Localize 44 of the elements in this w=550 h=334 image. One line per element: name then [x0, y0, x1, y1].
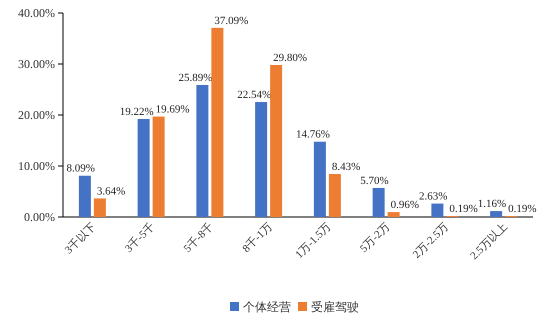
bar [211, 28, 224, 217]
data-label: 0.19% [449, 203, 478, 216]
bar [314, 142, 326, 217]
x-tick-label: 8千-1万 [240, 220, 275, 256]
x-tick-label: 2万-2.5万 [410, 220, 451, 261]
bar [94, 198, 106, 217]
data-label: 8.09% [66, 162, 95, 175]
y-tick-label: 40.00% [18, 6, 55, 20]
bar [431, 204, 444, 217]
x-tick-label: 5万-2万 [358, 220, 392, 256]
data-label: 25.89% [178, 72, 212, 84]
bar [78, 176, 91, 217]
data-label: 2.63% [418, 190, 448, 203]
data-label: 19.22% [120, 106, 154, 118]
bar [138, 118, 150, 217]
bar [196, 84, 208, 217]
y-tick-label: 30.00% [18, 57, 55, 71]
data-label: 1.16% [478, 198, 506, 210]
y-tick-label: 10.00% [18, 159, 55, 173]
y-tick-label: 0.00% [24, 210, 55, 224]
x-tick-label: 3千以下 [62, 220, 98, 256]
bar [490, 211, 502, 217]
x-tick-label: 3千-5千 [122, 220, 158, 256]
data-label: 0.19% [508, 203, 537, 216]
x-tick-label: 5千-8千 [180, 220, 216, 256]
data-label: 29.80% [273, 52, 308, 64]
legend-label: 受雇驾驶 [311, 300, 359, 314]
x-tick-label: 1万-1.5万 [293, 220, 334, 261]
bar [152, 116, 165, 217]
data-label: 5.70% [360, 174, 389, 187]
legend-label: 个体经营 [243, 300, 291, 314]
bar [255, 102, 268, 217]
bar [270, 65, 282, 217]
y-tick-label: 20.00% [18, 108, 55, 122]
data-label: 37.09% [214, 14, 248, 27]
data-label: 3.64% [96, 185, 126, 198]
data-label: 8.43% [332, 161, 360, 174]
data-label: 14.76% [296, 128, 330, 141]
bar [372, 188, 385, 217]
x-tick-label: 2.5万以上 [467, 220, 510, 262]
data-label: 19.69% [156, 104, 190, 116]
bar [388, 212, 400, 217]
data-label: 0.96% [390, 199, 420, 212]
bar [328, 174, 341, 217]
